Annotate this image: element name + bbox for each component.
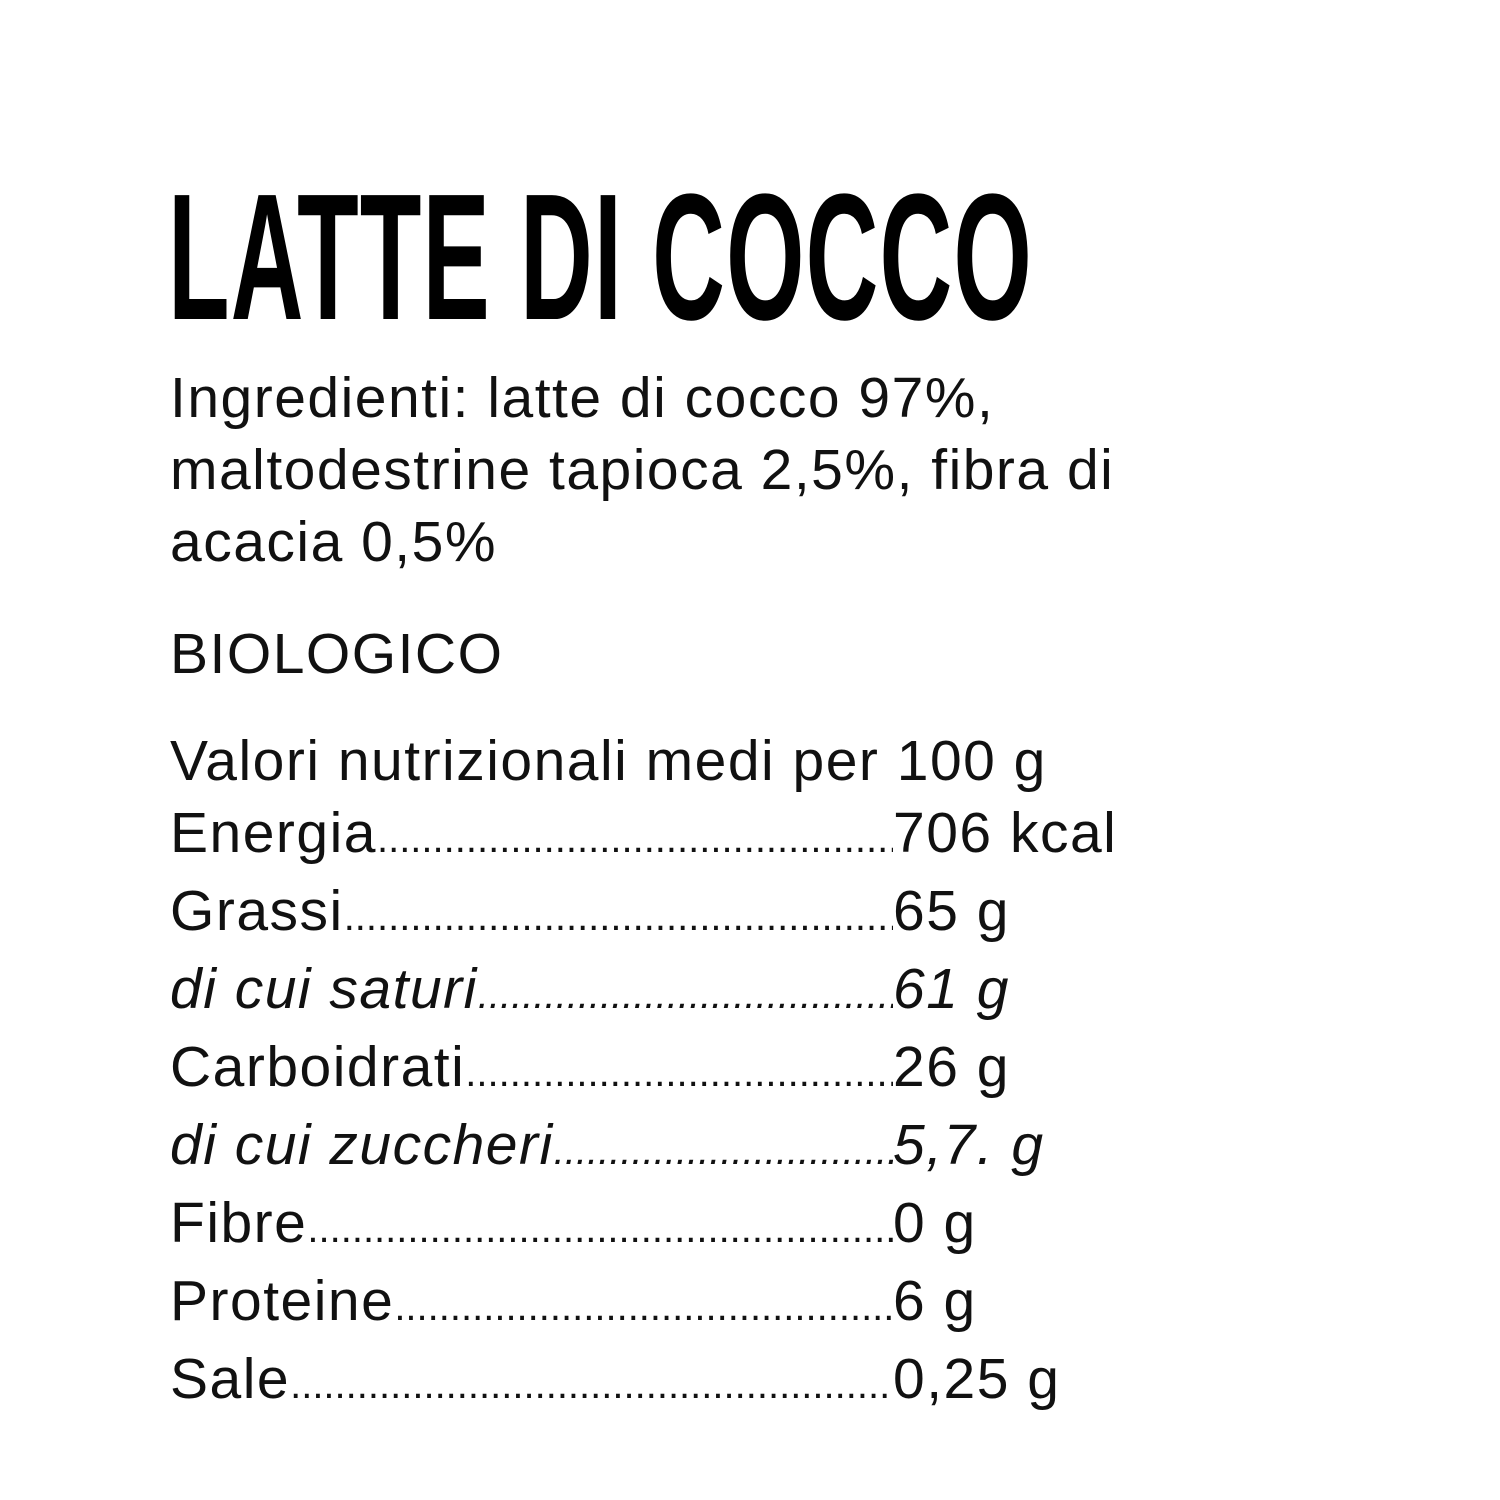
nutrition-table: Valori nutrizionali medi per 100 g Energ… [170,725,1117,1421]
nutrient-label: Sale [170,1347,291,1411]
nutrition-row-carboidrati: Carboidrati 26 g [170,1031,1117,1109]
nutrition-row-saturi: di cui saturi 61 g [170,953,1117,1031]
nutrient-value: 0 g [893,1191,977,1255]
ingredients-text: Ingredienti: latte di cocco 97%, maltode… [170,366,1115,574]
organic-label: BIOLOGICO [170,622,504,686]
nutrient-value: 5,7. g [893,1113,1045,1177]
nutrient-value: 6 g [893,1269,977,1333]
nutrient-value: 706 kcal [893,801,1118,865]
nutrient-value: 0,25 g [893,1347,1061,1411]
nutrition-row-zuccheri: di cui zuccheri 5,7. g [170,1109,1117,1187]
nutrition-header: Valori nutrizionali medi per 100 g [170,729,1047,793]
nutrient-label: Proteine [170,1269,395,1333]
nutrition-row-proteine: Proteine 6 g [170,1265,1117,1343]
nutrient-label: Energia [170,801,377,865]
nutrient-label: Fibre [170,1191,308,1255]
nutrition-row-energia: Energia 706 kcal [170,797,1117,875]
nutrition-row-grassi: Grassi 65 g [170,875,1117,953]
nutrient-value: 61 g [893,957,1010,1021]
product-title: LATTE DI COCCO [168,157,1033,358]
nutrition-row-fibre: Fibre 0 g [170,1187,1117,1265]
nutrient-label: Carboidrati [170,1035,466,1099]
nutrient-value: 65 g [893,879,1010,943]
nutrient-label: di cui saturi [170,957,478,1021]
nutrient-label: Grassi [170,879,344,943]
nutrient-value: 26 g [893,1035,1010,1099]
nutrition-row-sale: Sale 0,25 g [170,1343,1117,1421]
nutrient-label: di cui zuccheri [170,1113,554,1177]
